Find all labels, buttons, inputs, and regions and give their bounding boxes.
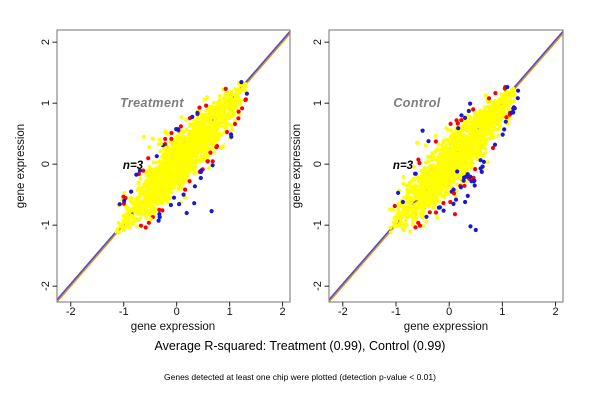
x-tick-label: 2: [279, 306, 286, 318]
x-tick-label: 0: [446, 306, 453, 318]
y-tick-label: 1: [40, 100, 52, 107]
y-tick-label: 0: [40, 161, 52, 168]
annotation-n-treatment: n=3: [122, 160, 144, 172]
y-axis-label-control: gene expression: [291, 123, 303, 209]
plot-frame: [328, 29, 564, 303]
y-tick-label: 1: [312, 100, 324, 107]
y-tick-label: 2: [312, 39, 324, 46]
plot-frame: [56, 29, 291, 303]
x-tick-label: -1: [391, 306, 401, 318]
r-squared-caption: Average R-squared: Treatment (0.99), Con…: [154, 339, 446, 353]
axis-ticks: [52, 41, 284, 307]
scatter-points-blue: [117, 80, 249, 223]
scatter-points-blue: [396, 85, 521, 219]
y-tick-label: -1: [312, 220, 324, 231]
x-tick-label: 1: [226, 306, 233, 318]
scatter-points-outliers: [141, 124, 219, 222]
scatter-points-main: [114, 81, 248, 235]
x-tick-label: 2: [552, 306, 559, 318]
x-tick-label: 1: [499, 306, 506, 318]
x-tick-label: -2: [65, 306, 76, 318]
x-tick-label: -1: [118, 306, 129, 318]
plot-area: [57, 30, 290, 302]
x-tick-label: -2: [337, 306, 348, 318]
x-tick-label: 0: [173, 306, 180, 318]
plot-area: [329, 30, 563, 302]
axis-ticks: [324, 41, 557, 307]
y-tick-label: -2: [40, 281, 52, 292]
panel-title-treatment: Treatment: [120, 96, 184, 110]
scatter-points-red: [121, 86, 248, 230]
x-axis-label-treatment: gene expression: [130, 321, 216, 333]
y-axis-label-treatment: gene expression: [15, 123, 27, 209]
x-axis-label-control: gene expression: [403, 321, 489, 333]
y-tick-label: 0: [312, 161, 324, 168]
panel-title-control: Control: [393, 96, 441, 110]
scatter-points-outliers: [400, 126, 478, 233]
annotation-n-control: n=3: [392, 160, 414, 172]
y-tick-label: -1: [40, 220, 52, 231]
y-tick-label: -2: [312, 281, 324, 292]
y-tick-label: 2: [40, 39, 52, 46]
detection-note-caption: Genes detected at least one chip were pl…: [164, 372, 436, 382]
